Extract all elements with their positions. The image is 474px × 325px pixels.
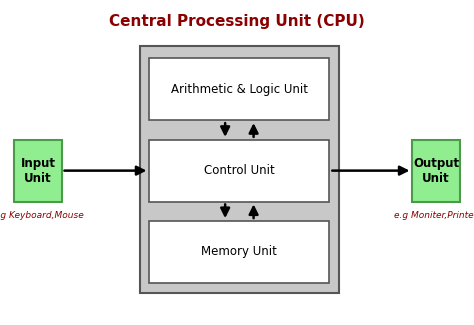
Text: e.g Moniter,Printer: e.g Moniter,Printer bbox=[394, 211, 474, 220]
Bar bbox=[412, 140, 460, 202]
Text: Output
Unit: Output Unit bbox=[413, 157, 459, 185]
Text: Control Unit: Control Unit bbox=[204, 164, 275, 177]
Text: Input
Unit: Input Unit bbox=[20, 157, 55, 185]
Bar bbox=[140, 46, 339, 292]
Text: Arithmetic & Logic Unit: Arithmetic & Logic Unit bbox=[171, 83, 308, 96]
Bar bbox=[14, 140, 62, 202]
Text: e.g Keyboard,Mouse: e.g Keyboard,Mouse bbox=[0, 211, 84, 220]
Bar bbox=[149, 140, 329, 202]
Bar bbox=[149, 221, 329, 283]
Text: Memory Unit: Memory Unit bbox=[201, 245, 277, 258]
Bar bbox=[149, 58, 329, 120]
Text: Central Processing Unit (CPU): Central Processing Unit (CPU) bbox=[109, 14, 365, 29]
